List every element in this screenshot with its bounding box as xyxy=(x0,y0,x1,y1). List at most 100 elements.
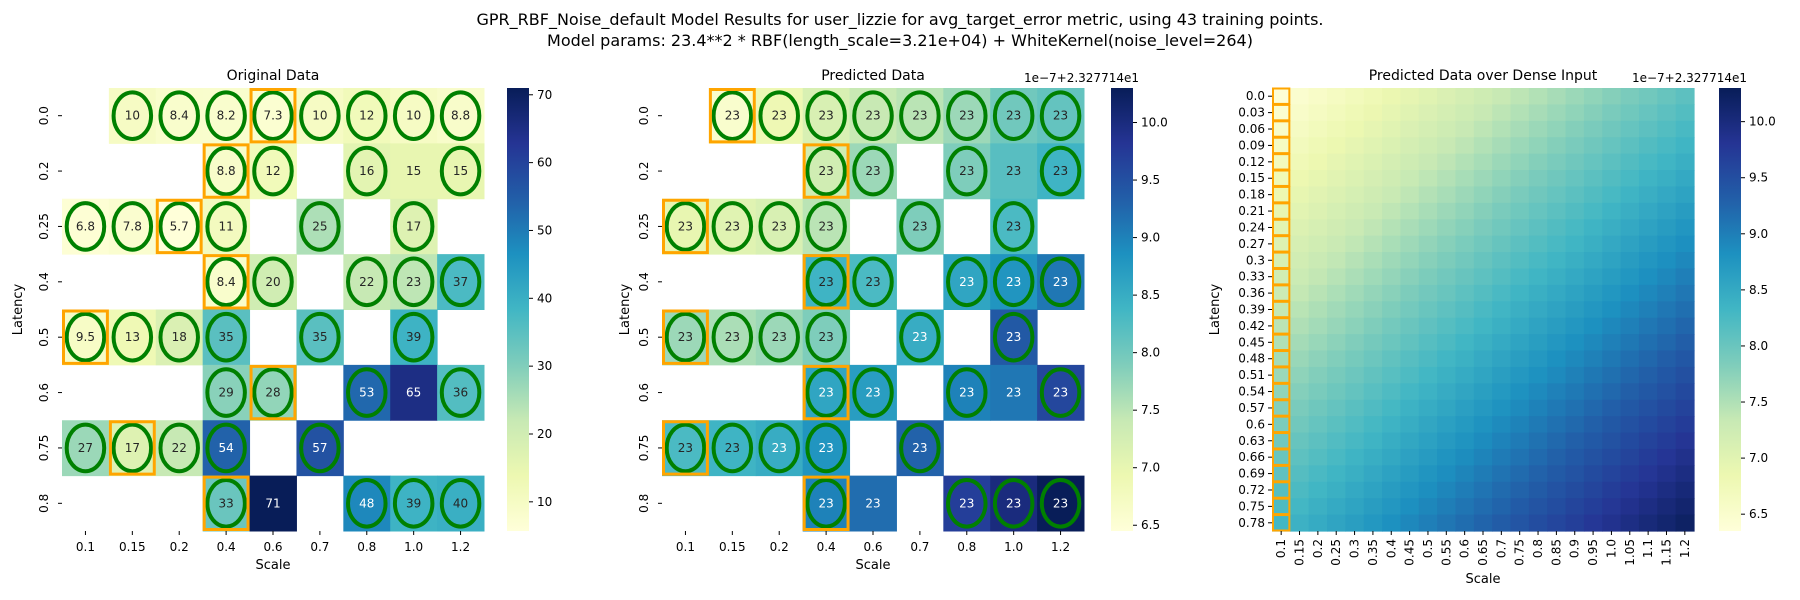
predicted-cell-label: 23 xyxy=(818,275,833,289)
predicted-cell-label: 23 xyxy=(1053,275,1068,289)
dense-cell xyxy=(1602,514,1622,532)
original-y-tick-label: 0.5 xyxy=(37,328,51,347)
dense-cell xyxy=(1473,481,1493,499)
original-circle-marker xyxy=(205,145,247,197)
dense-cell xyxy=(1528,350,1548,368)
dense-y-tick-label: 0.72 xyxy=(1238,483,1265,497)
original-box-marker xyxy=(155,198,203,255)
predicted-cell-label: 23 xyxy=(1006,330,1021,344)
dense-cell xyxy=(1382,252,1402,270)
dense-cell xyxy=(1437,448,1457,466)
dense-cell xyxy=(1418,137,1438,155)
dense-cell xyxy=(1308,465,1328,483)
original-colorbar-tick-label: 40 xyxy=(537,291,552,305)
dense-cell xyxy=(1437,301,1457,319)
dense-y-tick-label: 0.15 xyxy=(1238,171,1265,185)
dense-cell xyxy=(1565,383,1585,401)
dense-cell xyxy=(1492,170,1512,188)
dense-cell xyxy=(1308,432,1328,450)
original-cell xyxy=(296,309,344,366)
original-circle-marker xyxy=(299,90,341,141)
dense-cell xyxy=(1528,399,1548,417)
original-circle-marker xyxy=(392,311,435,363)
dense-cell xyxy=(1675,219,1695,237)
dense-cell xyxy=(1528,432,1548,450)
dense-x-tick-label: 0.2 xyxy=(1311,539,1325,558)
original-cell-label: 6.8 xyxy=(76,219,95,233)
predicted-cell-label: 23 xyxy=(912,219,927,233)
dense-cell xyxy=(1638,284,1658,302)
predicted-cell-label: 23 xyxy=(1006,109,1021,123)
dense-cell xyxy=(1272,334,1291,352)
dense-cell xyxy=(1620,170,1640,188)
dense-cell xyxy=(1492,514,1512,532)
dense-x-tick-label: 0.45 xyxy=(1403,539,1417,566)
original-cell xyxy=(202,475,251,532)
dense-box-marker xyxy=(1272,382,1291,401)
predicted-circle-marker xyxy=(992,90,1035,141)
predicted-cell-label: 23 xyxy=(1053,496,1068,510)
original-cell-label: 17 xyxy=(125,441,140,455)
dense-cell xyxy=(1583,88,1603,106)
dense-cell xyxy=(1455,448,1475,466)
dense-cell xyxy=(1363,514,1383,532)
dense-cell xyxy=(1363,202,1383,220)
original-colorbar-tick-label: 30 xyxy=(537,359,552,373)
dense-cell xyxy=(1400,235,1420,253)
dense-cell xyxy=(1455,481,1475,499)
predicted-circle-marker xyxy=(899,90,941,141)
dense-cell xyxy=(1418,88,1438,106)
dense-cell xyxy=(1327,366,1346,384)
dense-cell xyxy=(1290,186,1310,204)
predicted-circle-marker xyxy=(805,90,847,141)
dense-cell xyxy=(1602,137,1622,155)
original-cell xyxy=(390,475,438,532)
original-cell-label: 23 xyxy=(406,275,421,289)
dense-cell xyxy=(1473,219,1493,237)
predicted-cell-label: 23 xyxy=(818,164,833,178)
original-cell-label: 15 xyxy=(406,164,421,178)
original-cell-label: 29 xyxy=(218,386,233,400)
dense-cell xyxy=(1400,448,1420,466)
predicted-cell xyxy=(849,475,897,532)
dense-cell xyxy=(1602,317,1622,335)
predicted-cell xyxy=(802,420,851,477)
predicted-cell-label: 23 xyxy=(818,330,833,344)
original-cell xyxy=(437,143,485,200)
dense-cell xyxy=(1547,465,1567,483)
dense-cell xyxy=(1492,350,1512,368)
predicted-x-tick-label: 1.0 xyxy=(1004,540,1023,554)
dense-cell xyxy=(1363,465,1383,483)
dense-box-marker xyxy=(1272,251,1291,269)
dense-cell xyxy=(1308,219,1328,237)
dense-cell xyxy=(1657,514,1677,532)
dense-cell xyxy=(1473,301,1493,319)
dense-cell xyxy=(1675,465,1695,483)
dense-cell xyxy=(1638,202,1658,220)
dense-cell xyxy=(1272,252,1291,270)
dense-cell xyxy=(1400,366,1420,384)
original-cell-label: 22 xyxy=(172,441,187,455)
dense-cell xyxy=(1510,301,1530,319)
dense-y-tick-label: 0.0 xyxy=(1246,89,1265,103)
original-x-tick-label: 0.7 xyxy=(310,540,329,554)
dense-cell xyxy=(1565,235,1585,253)
dense-cell xyxy=(1657,383,1677,401)
dense-cell xyxy=(1308,383,1328,401)
predicted-circle-marker xyxy=(758,422,800,474)
dense-cell xyxy=(1620,120,1640,138)
dense-cell xyxy=(1418,170,1438,188)
dense-cell xyxy=(1455,465,1475,483)
original-cell xyxy=(202,143,251,200)
predicted-cell xyxy=(662,198,710,255)
dense-cell xyxy=(1638,514,1658,532)
dense-cell xyxy=(1565,153,1585,171)
dense-cell xyxy=(1510,120,1530,138)
dense-cell xyxy=(1400,284,1420,302)
predicted-cell xyxy=(943,143,991,200)
dense-cell xyxy=(1528,498,1548,516)
dense-cell xyxy=(1638,301,1658,319)
predicted-circle-marker xyxy=(1039,256,1082,308)
dense-cell xyxy=(1382,366,1402,384)
predicted-circle-marker xyxy=(899,311,941,363)
